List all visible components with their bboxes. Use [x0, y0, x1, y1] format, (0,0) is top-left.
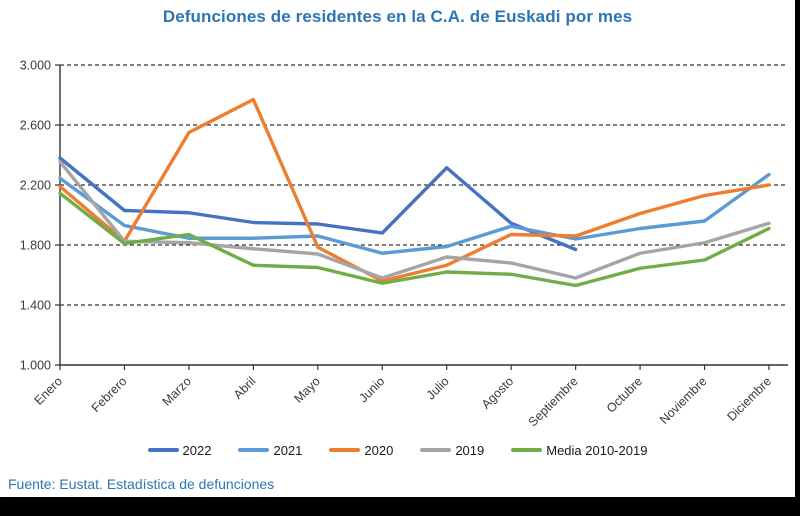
legend-label: 2019 [455, 442, 485, 458]
legend-line-swatch [329, 448, 361, 452]
y-axis-label: 1.400 [20, 299, 51, 313]
legend-item-2021: 2021 [238, 443, 302, 458]
legend-label: 2020 [364, 442, 394, 458]
legend-item-2019: 2019 [420, 443, 484, 458]
chart-legend: 2022 2021 2020 2019 Media 2010-2019 [0, 440, 795, 460]
legend-label: 2021 [273, 442, 303, 458]
legend-label: 2022 [182, 442, 212, 458]
series-line-media-2010-2019 [58, 191, 771, 288]
legend-line-swatch [420, 448, 452, 452]
x-axis-label: Julio [424, 374, 452, 402]
source-note: Fuente: Eustat. Estadística de defuncion… [8, 476, 275, 492]
y-axis-label: 1.000 [20, 359, 51, 373]
series-line-2019 [58, 160, 771, 280]
x-axis-label: Febrero [89, 374, 130, 415]
y-axis-label: 2.200 [20, 179, 51, 193]
series-line-2020 [58, 97, 771, 283]
y-axis-label: 3.000 [20, 59, 51, 73]
legend-line-swatch [147, 448, 179, 452]
legend-item-2022: 2022 [147, 442, 212, 458]
x-axis-label: Enero [32, 374, 66, 408]
y-axis-label: 1.800 [20, 239, 51, 253]
x-axis-label: Abril [231, 374, 259, 402]
chart-title: Defunciones de residentes en la C.A. de … [162, 7, 633, 26]
x-axis-label: Octubre [604, 374, 645, 415]
legend-label: Media 2010-2019 [546, 442, 648, 458]
series-line-2022 [58, 156, 578, 252]
x-axis-label: Junio [356, 374, 387, 405]
chart-panel: Defunciones de residentes en la C.A. de … [0, 0, 795, 497]
legend-line-swatch [238, 448, 270, 452]
line-chart-plot-area: 1.000 1.400 1.800 2.200 2.600 3.000 Enero Febre… [20, 59, 788, 429]
x-axis-label: Marzo [160, 374, 194, 408]
x-axis-label: Mayo [291, 374, 323, 406]
x-axis-label: Agosto [479, 374, 516, 411]
legend-item-media-2010-2019: Media 2010-2019 [511, 443, 647, 458]
legend-line-swatch [511, 448, 543, 452]
y-axis-label: 2.600 [20, 119, 51, 133]
x-axis-label: Septiembre [526, 374, 581, 429]
x-axis-label: Diciembre [724, 374, 774, 424]
x-axis-label: Noviembre [657, 374, 710, 427]
legend-item-2020: 2020 [329, 443, 393, 458]
